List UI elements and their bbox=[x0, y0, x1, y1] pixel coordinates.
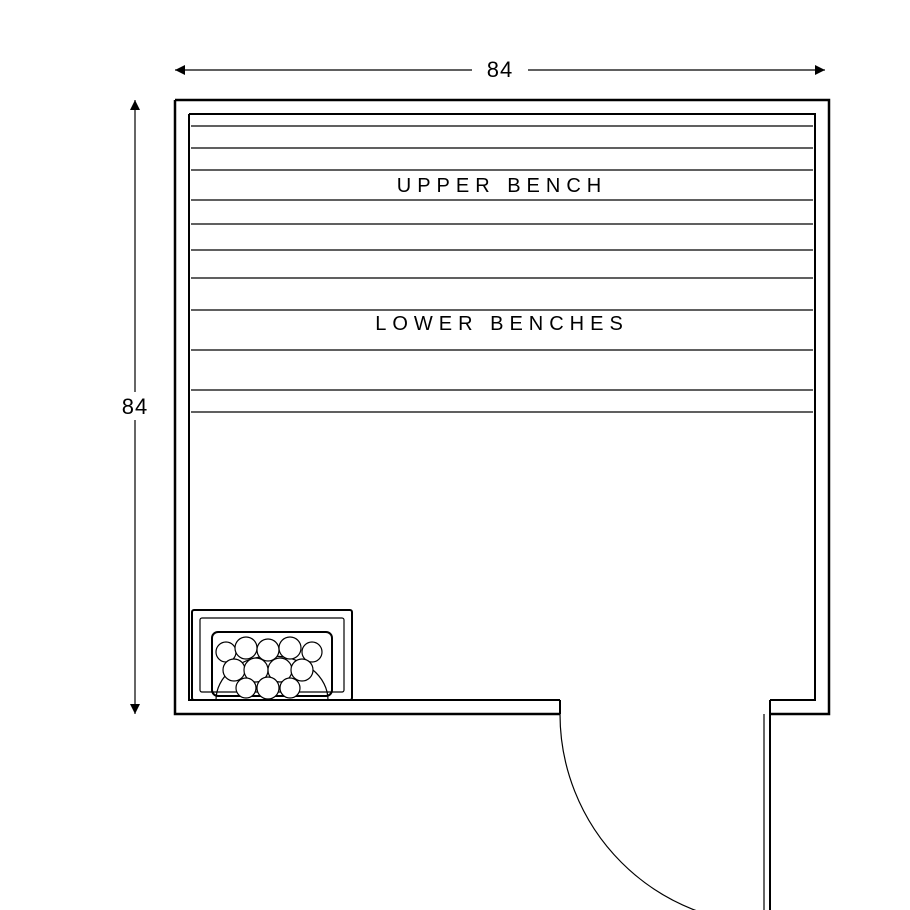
upper-bench-label: UPPER BENCH bbox=[397, 175, 607, 197]
dimension-width: 84 bbox=[175, 57, 825, 82]
heater-rock bbox=[257, 639, 279, 661]
floor-plan-diagram: 84 84 UPPER BENCH LOWER BENCHES bbox=[0, 0, 910, 910]
lower-bench-label: LOWER BENCHES bbox=[375, 313, 629, 335]
benches: UPPER BENCH LOWER BENCHES bbox=[191, 126, 813, 412]
heater-rock bbox=[223, 659, 245, 681]
heater-rock bbox=[279, 637, 301, 659]
heater-rock bbox=[235, 637, 257, 659]
dimension-height-label: 84 bbox=[122, 394, 148, 419]
heater-rock bbox=[257, 677, 279, 699]
heater-rock bbox=[280, 678, 300, 698]
heater-rock bbox=[291, 659, 313, 681]
dimension-width-label: 84 bbox=[487, 57, 513, 82]
door bbox=[560, 714, 770, 910]
dimension-height: 84 bbox=[122, 100, 148, 714]
heater bbox=[192, 610, 352, 700]
heater-rock bbox=[236, 678, 256, 698]
